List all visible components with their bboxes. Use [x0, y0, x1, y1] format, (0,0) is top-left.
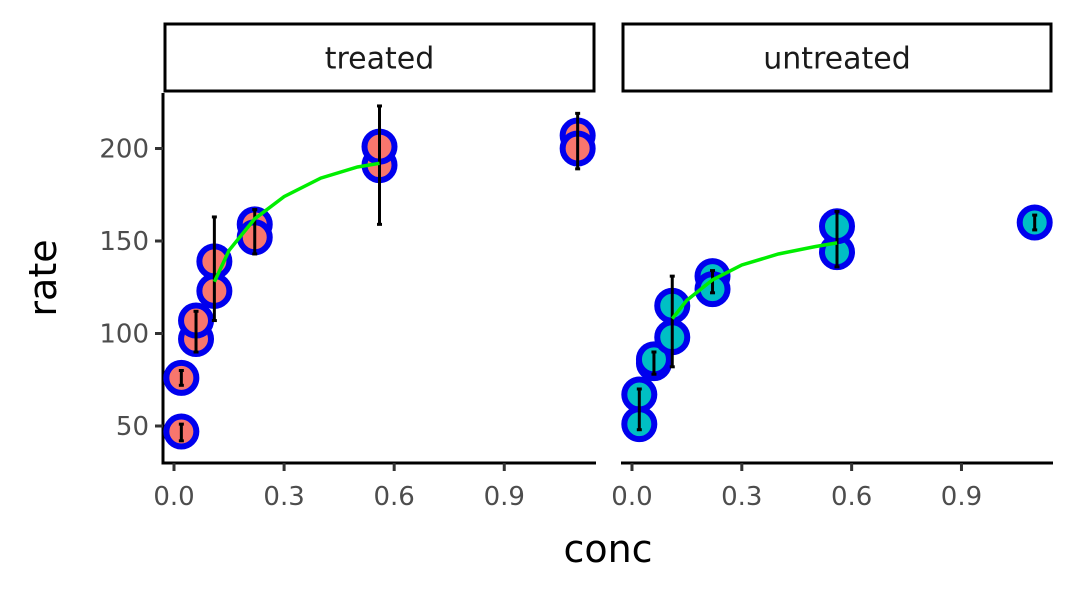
y-tick-label: 100 [99, 320, 149, 350]
panel-treated: treated 50 100 150 200 0.0 0.3 0.6 0.9 [99, 22, 596, 512]
x-axis-title: conc [563, 527, 652, 571]
x-tick-label: 0.6 [373, 482, 414, 512]
facet-strip-label: untreated [763, 42, 911, 77]
x-tick-label: 0.9 [484, 482, 525, 512]
panels: treated 50 100 150 200 0.0 0.3 0.6 0.9 untreated 0… [99, 22, 1053, 512]
x-tick-label: 0.3 [263, 482, 304, 512]
y-tick-label: 200 [99, 135, 149, 165]
y-axis-title: rate [21, 239, 65, 316]
facet-strip [621, 22, 1053, 93]
fit-curve [670, 241, 838, 320]
x-tick-label: 0.0 [153, 482, 194, 512]
fit-curve [212, 161, 380, 283]
y-tick-label: 150 [99, 227, 149, 257]
x-tick-label: 0.3 [721, 482, 762, 512]
y-tick-label: 50 [116, 412, 149, 442]
x-tick-label: 0.6 [831, 482, 872, 512]
facet-strip-label: treated [325, 42, 435, 77]
x-tick-label: 0.0 [611, 482, 652, 512]
panel-untreated: untreated 0.0 0.3 0.6 0.9 [611, 22, 1053, 512]
x-tick-label: 0.9 [941, 482, 982, 512]
facet-strip [163, 22, 596, 93]
